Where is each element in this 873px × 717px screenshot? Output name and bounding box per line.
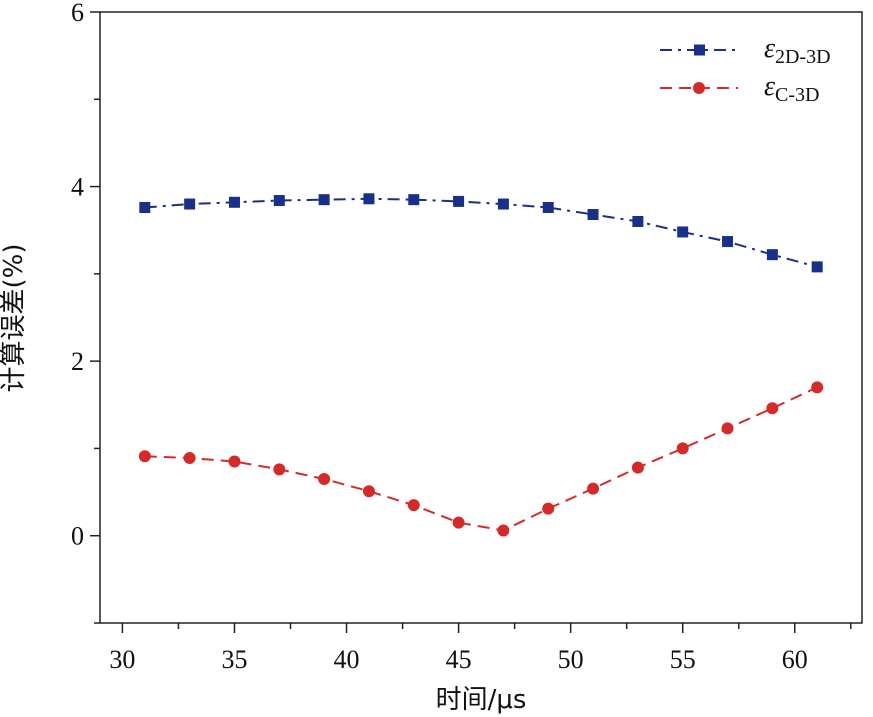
legend-label: ε2D-3D [764, 33, 831, 68]
y-tick-label: 4 [71, 173, 84, 202]
data-point [497, 198, 509, 210]
data-point [587, 209, 599, 221]
data-point [138, 450, 151, 463]
y-tick-label: 0 [71, 522, 84, 551]
data-point [766, 249, 778, 261]
x-tick-label: 45 [446, 645, 472, 674]
data-point [363, 193, 375, 205]
data-point [273, 195, 285, 207]
data-point [139, 202, 151, 214]
data-point [811, 261, 823, 273]
data-point [228, 196, 240, 208]
data-point [587, 482, 600, 495]
series-line [144, 386, 818, 532]
y-axis-title: 计算误差(%) [0, 244, 29, 393]
data-point [542, 502, 555, 515]
data-point [184, 198, 196, 210]
data-point [631, 461, 644, 474]
legend-marker [694, 44, 705, 56]
data-point [362, 485, 375, 498]
x-axis-title: 时间/μs [436, 685, 527, 715]
x-tick-label: 60 [782, 645, 808, 674]
data-point [228, 455, 241, 468]
data-point [722, 236, 734, 248]
data-point [183, 452, 196, 465]
y-tick-label: 2 [71, 347, 84, 376]
x-tick-label: 35 [221, 645, 247, 674]
data-point [766, 402, 779, 415]
data-point [632, 215, 644, 227]
data-point [407, 499, 420, 512]
series-line [144, 197, 818, 268]
x-tick-label: 30 [109, 645, 135, 674]
data-point [677, 226, 689, 238]
x-tick-label: 40 [334, 645, 360, 674]
y-tick-label: 6 [71, 0, 84, 27]
data-point [721, 422, 734, 435]
data-point [811, 381, 824, 394]
plot-frame [99, 11, 863, 624]
legend-entry: ε2D-3D [660, 33, 831, 68]
legend-marker [693, 82, 705, 94]
data-point [497, 524, 510, 537]
legend-label: εC-3D [764, 71, 820, 106]
x-tick-label: 50 [558, 645, 584, 674]
legend-entry: εC-3D [660, 71, 820, 106]
data-point [676, 442, 689, 455]
series-2 [138, 381, 824, 537]
data-point [452, 516, 465, 529]
data-point [318, 472, 331, 485]
data-point [408, 194, 420, 206]
x-tick-label: 55 [670, 645, 696, 674]
data-point [453, 195, 465, 207]
data-point [318, 194, 330, 206]
data-point [273, 463, 286, 476]
series-1 [139, 193, 823, 273]
data-point [542, 202, 554, 214]
